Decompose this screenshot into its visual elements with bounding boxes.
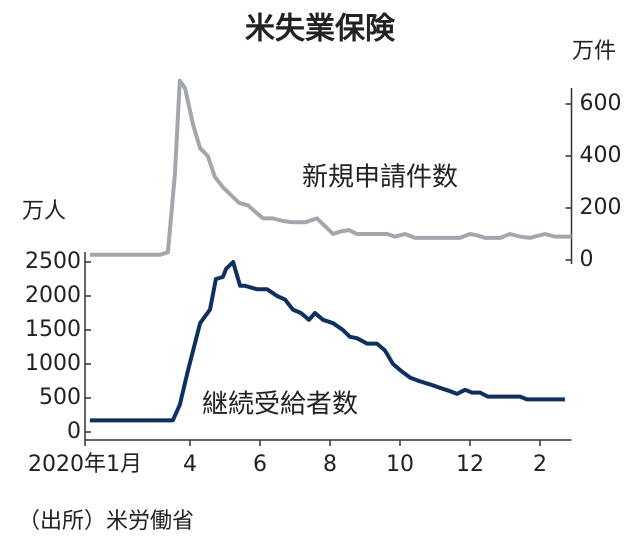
y2-tick-label: 600 bbox=[580, 91, 622, 116]
y-axis-label: 万人 bbox=[22, 199, 66, 224]
y-tick-label: 1500 bbox=[25, 317, 81, 342]
x-tick-label: 12 bbox=[456, 452, 484, 477]
series-line bbox=[89, 260, 565, 423]
x-tick-label: 10 bbox=[386, 452, 414, 477]
y-tick-label: 0 bbox=[67, 419, 81, 444]
series-line bbox=[89, 78, 572, 257]
x-tick-label: 2 bbox=[533, 452, 547, 477]
series-label: 継続受給者数 bbox=[202, 390, 358, 420]
y-tick-label: 2500 bbox=[25, 249, 81, 274]
y2-tick-label: 0 bbox=[580, 247, 594, 272]
y-tick-label: 2000 bbox=[25, 283, 81, 308]
y2-tick-label: 200 bbox=[580, 195, 622, 220]
y-tick-label: 500 bbox=[39, 385, 81, 410]
y2-axis-label: 万件 bbox=[572, 39, 616, 64]
x-tick-label: 8 bbox=[323, 452, 337, 477]
series-label: 新規申請件数 bbox=[302, 163, 458, 193]
chart-title: 米失業保険 bbox=[245, 12, 396, 47]
source: （出所）米労働省 bbox=[18, 509, 194, 534]
x-tick-label: 2020年1月 bbox=[28, 452, 142, 477]
y2-tick-label: 400 bbox=[580, 143, 622, 168]
y-tick-label: 1000 bbox=[25, 351, 81, 376]
x-tick-label: 4 bbox=[183, 452, 197, 477]
x-tick-label: 6 bbox=[253, 452, 267, 477]
